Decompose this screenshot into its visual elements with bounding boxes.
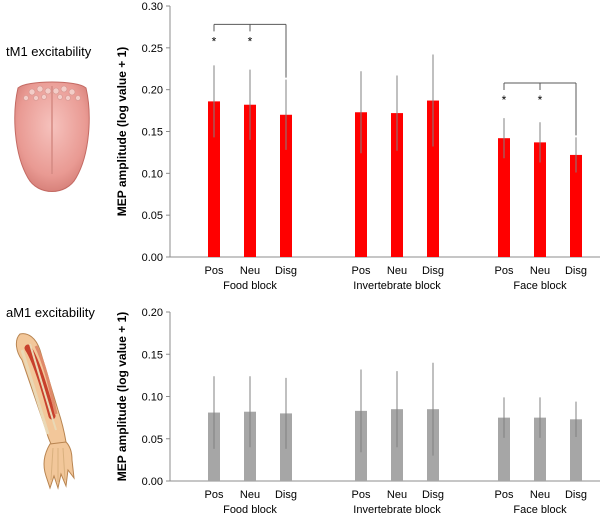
x-tick-label: Disg: [422, 265, 444, 277]
bar-face-block-neu: [534, 417, 546, 481]
y-tick-label: 0.15: [142, 127, 163, 139]
group-label: Invertebrate block: [353, 280, 441, 292]
y-tick-label: 0.05: [142, 434, 163, 446]
bar-invertebrate-block-neu: [391, 113, 403, 258]
group-label: Invertebrate block: [353, 504, 441, 516]
y-tick-label: 0.20: [142, 307, 163, 319]
significance-star: *: [248, 34, 253, 48]
y-axis-title: MEP amplitude (log value + 1): [115, 312, 129, 481]
chart-panel-2: 0.00 0.05 0.10 0.15 0.20 MEP amplitude (log v…: [115, 307, 600, 516]
x-tick-label: Pos: [495, 265, 514, 277]
bar-face-block-disg: [570, 154, 582, 257]
significance-star: *: [502, 93, 507, 107]
x-tick-label: Disg: [565, 265, 587, 277]
y-tick-label: 0.20: [142, 85, 163, 97]
y-tick-label: 0.15: [142, 349, 163, 361]
y-tick-label: 0.10: [142, 392, 163, 404]
tongue-illustration: [14, 81, 90, 192]
forearm-illustration: [15, 333, 75, 490]
y-tick-label: 0.05: [142, 210, 163, 222]
y-tick-label: 0.30: [142, 1, 163, 13]
y-tick-label: 0.25: [142, 43, 163, 55]
x-tick-label: Neu: [530, 489, 550, 501]
bar-invertebrate-block-pos: [355, 112, 367, 257]
bar-face-block-pos: [498, 417, 510, 481]
x-tick-label: Disg: [275, 265, 297, 277]
x-tick-label: Disg: [422, 489, 444, 501]
bar-face-block-neu: [534, 142, 546, 257]
bar-food-block-neu: [244, 104, 256, 257]
y-tick-label: 0.00: [142, 476, 163, 488]
x-tick-label: Neu: [240, 489, 260, 501]
x-tick-label: Pos: [352, 265, 371, 277]
bar-food-block-disg: [280, 114, 292, 258]
bar-face-block-pos: [498, 138, 510, 257]
y-axis-title: MEP amplitude (log value + 1): [115, 47, 129, 216]
y-tick-label: 0.10: [142, 168, 163, 180]
group-label: Food block: [223, 280, 277, 292]
group-label: Face block: [513, 280, 567, 292]
bar-invertebrate-block-disg: [427, 100, 439, 257]
significance-star: *: [212, 34, 217, 48]
x-tick-label: Pos: [352, 489, 371, 501]
significance-star: *: [538, 93, 543, 107]
x-tick-label: Neu: [530, 265, 550, 277]
bar-food-block-pos: [208, 101, 220, 257]
x-tick-label: Pos: [205, 265, 224, 277]
x-tick-label: Neu: [387, 265, 407, 277]
x-tick-label: Pos: [205, 489, 224, 501]
x-tick-label: Pos: [495, 489, 514, 501]
panel-label-am1: aM1 excitability: [6, 305, 95, 320]
group-label: Food block: [223, 504, 277, 516]
panel-label-tm1: tM1 excitability: [6, 44, 92, 59]
y-tick-label: 0.00: [142, 252, 163, 264]
chart-panel-1: 0.00 0.05 0.10 0.15 0.20 0.25 0.30 MEP amplitud…: [115, 1, 600, 292]
x-tick-label: Disg: [565, 489, 587, 501]
group-label: Face block: [513, 504, 567, 516]
bar-face-block-disg: [570, 419, 582, 481]
x-tick-label: Disg: [275, 489, 297, 501]
x-tick-label: Neu: [240, 265, 260, 277]
x-tick-label: Neu: [387, 489, 407, 501]
